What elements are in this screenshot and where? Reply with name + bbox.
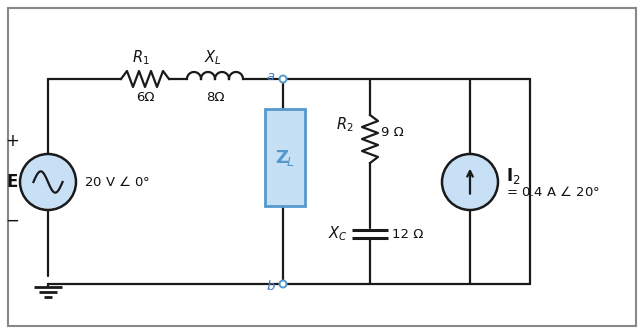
Text: b: b	[267, 280, 275, 293]
Text: 12 Ω: 12 Ω	[392, 227, 423, 240]
Text: = 0.4 A $\angle$ 20°: = 0.4 A $\angle$ 20°	[506, 185, 600, 199]
Circle shape	[20, 154, 76, 210]
Text: $X_C$: $X_C$	[328, 225, 348, 243]
Text: 20 V $\angle$ 0°: 20 V $\angle$ 0°	[84, 175, 150, 189]
Text: $\mathbf{I}_2$: $\mathbf{I}_2$	[506, 166, 520, 186]
Text: $R_1$: $R_1$	[132, 48, 150, 67]
Text: −: −	[5, 212, 19, 230]
Text: 6Ω: 6Ω	[136, 91, 155, 104]
Text: $R_2$: $R_2$	[336, 116, 354, 134]
Text: a: a	[267, 70, 275, 84]
Circle shape	[279, 281, 287, 288]
Text: $X_L$: $X_L$	[204, 48, 222, 67]
Text: 9 Ω: 9 Ω	[381, 127, 404, 140]
Circle shape	[442, 154, 498, 210]
Circle shape	[279, 75, 287, 82]
Text: +: +	[5, 132, 19, 150]
Bar	[265, 109, 305, 206]
Text: $\mathbf{Z}_{\!L}$: $\mathbf{Z}_{\!L}$	[275, 148, 295, 167]
Text: $\mathbf{E}$: $\mathbf{E}$	[6, 173, 18, 191]
Text: 8Ω: 8Ω	[205, 91, 224, 104]
